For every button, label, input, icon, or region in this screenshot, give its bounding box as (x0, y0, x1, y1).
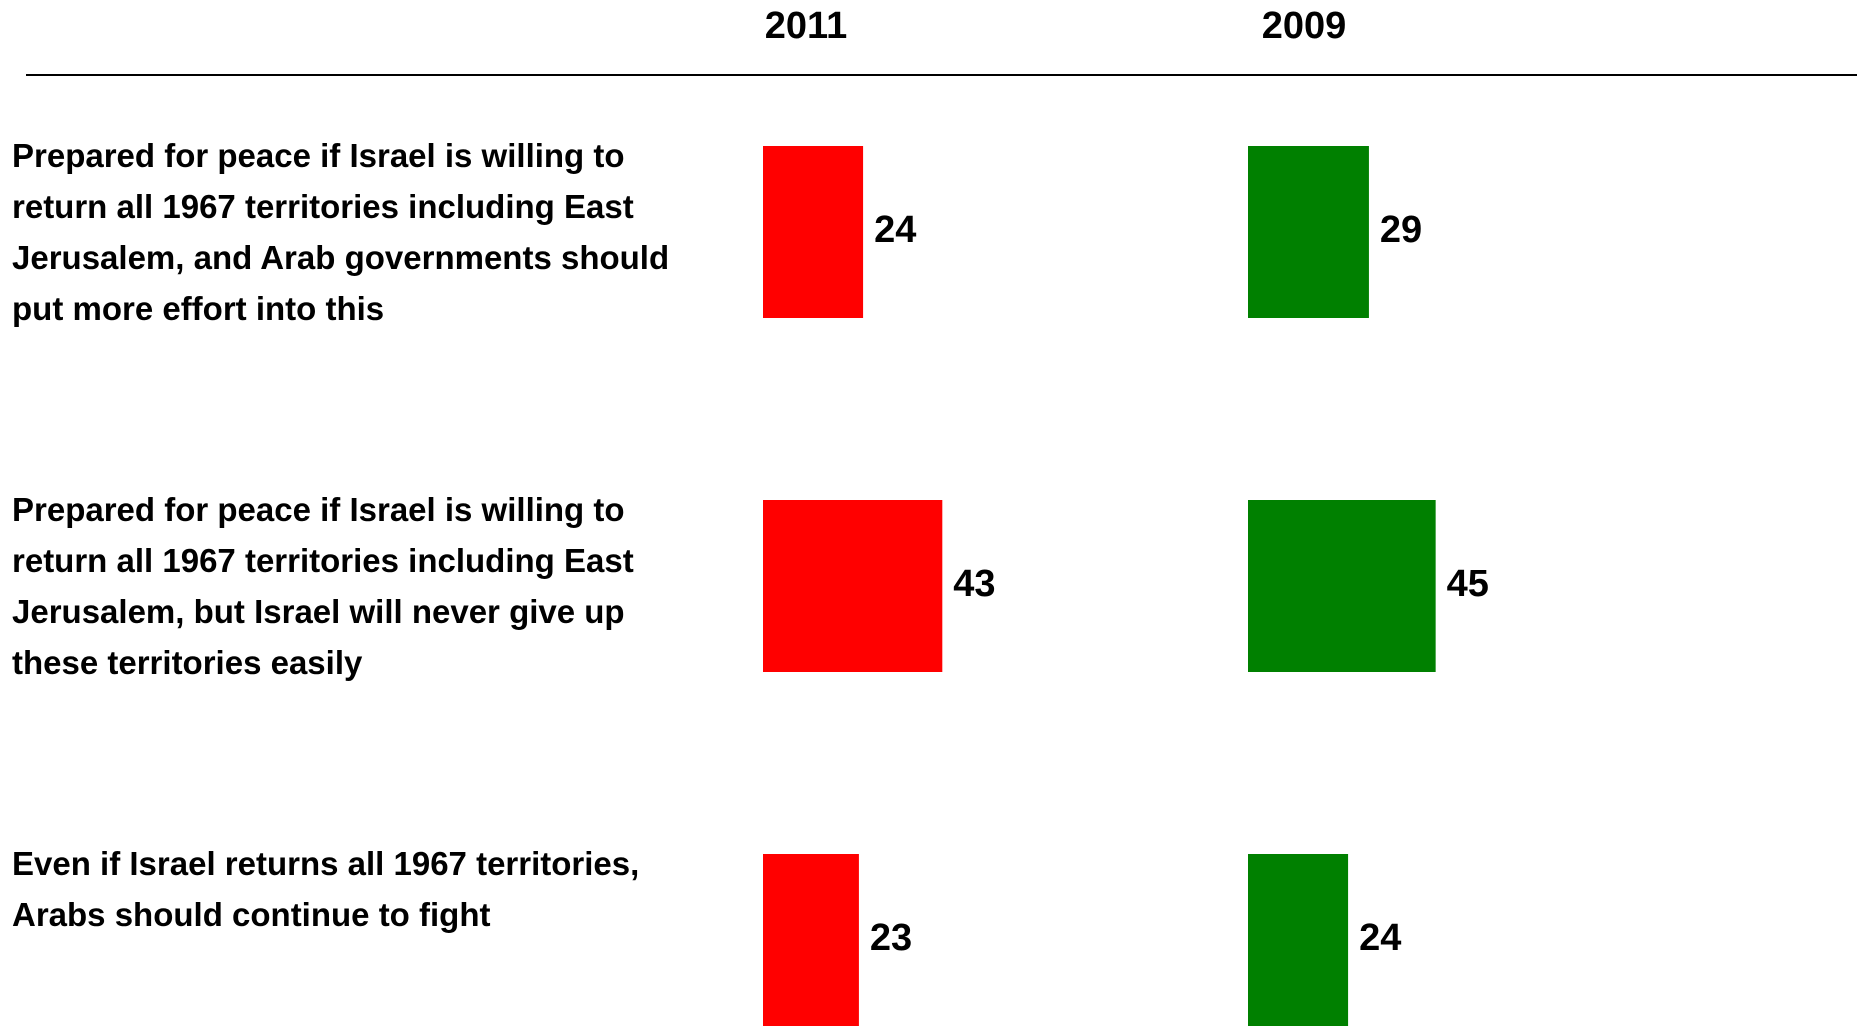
value-label: 43 (953, 563, 995, 605)
bar (1248, 854, 1349, 1026)
bar (763, 500, 943, 672)
value-label: 24 (1359, 917, 1401, 959)
category-label: Even if Israel returns all 1967 territor… (12, 845, 640, 933)
bar (1248, 500, 1436, 672)
category-label: Prepared for peace if Israel is willing … (12, 137, 670, 327)
bar (1248, 146, 1369, 318)
series-header: 2009 (1262, 5, 1347, 47)
value-label: 45 (1447, 563, 1489, 605)
category-label: Prepared for peace if Israel is willing … (12, 491, 634, 681)
value-label: 29 (1380, 209, 1422, 251)
bar (763, 146, 864, 318)
series-header: 2011 (765, 5, 847, 47)
value-label: 23 (870, 917, 912, 959)
value-label: 24 (874, 209, 916, 251)
bar (763, 854, 859, 1026)
